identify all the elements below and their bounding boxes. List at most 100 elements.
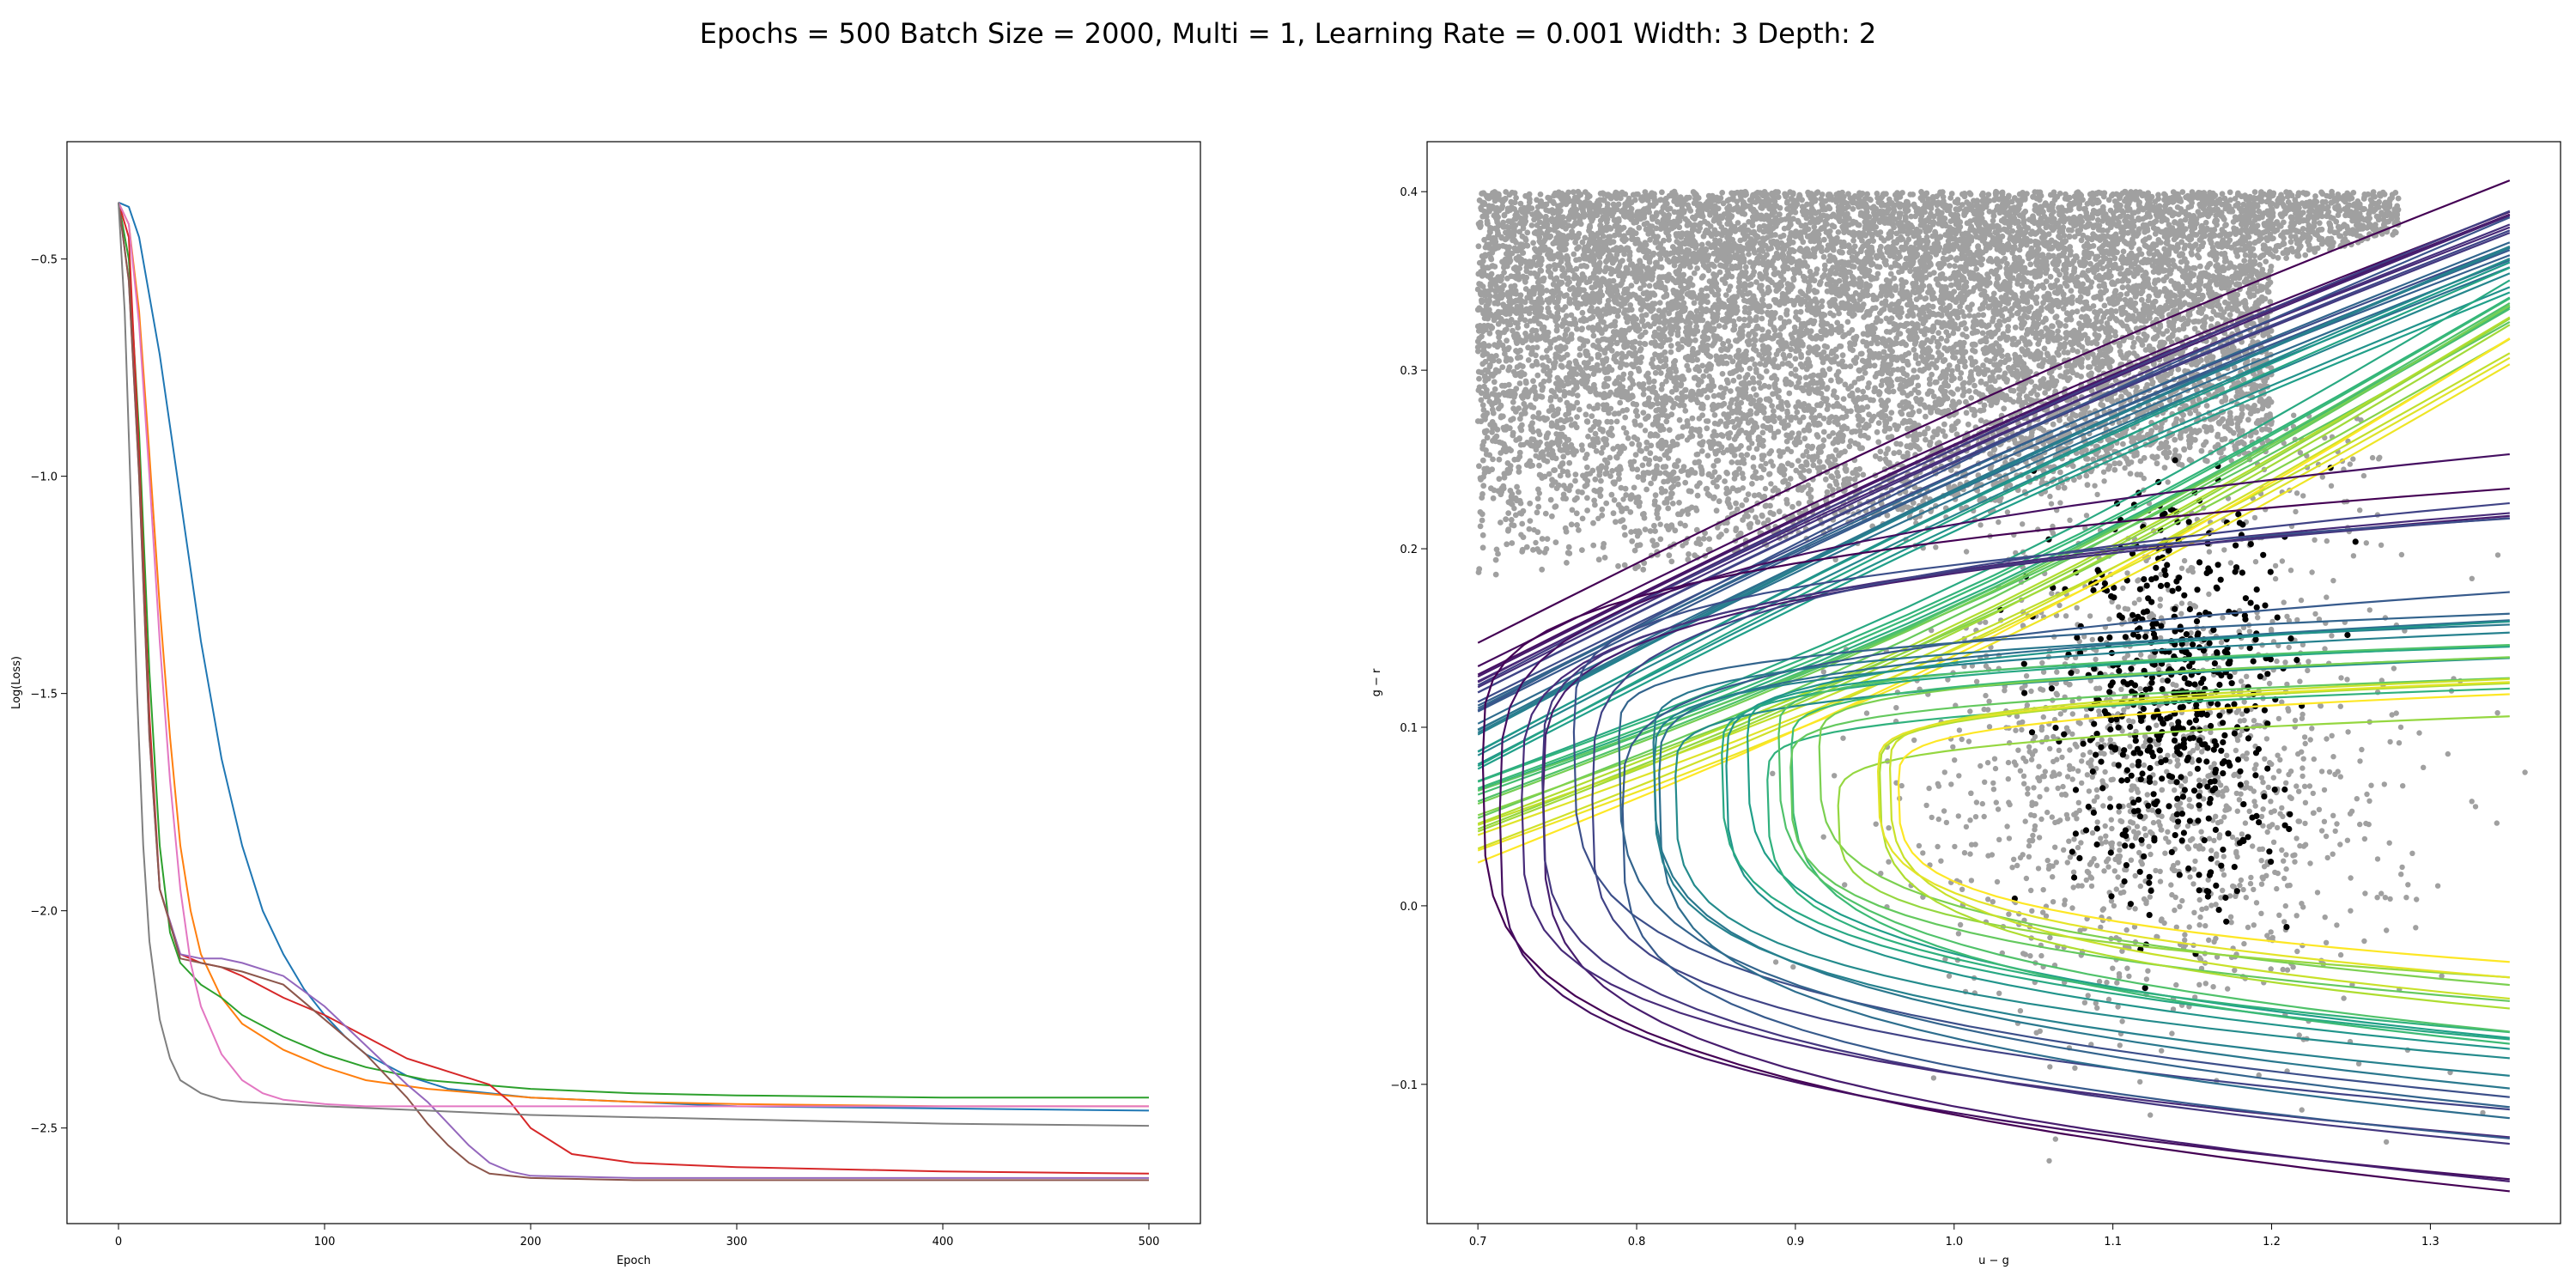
gray-point (1563, 313, 1570, 319)
gray-point (1522, 378, 1529, 385)
gray-point (1650, 378, 1657, 385)
gray-point (1579, 515, 1586, 522)
gray-point (1682, 479, 1689, 486)
gray-point (1751, 379, 1757, 386)
gray-point (1633, 408, 1639, 414)
gray-point (1765, 303, 1771, 310)
gray-point (2106, 463, 2113, 470)
gray-point (1661, 478, 1667, 485)
gray-point (1530, 240, 1536, 246)
gray-point (2042, 390, 2049, 396)
gray-point (1789, 503, 1795, 510)
gray-point (1557, 397, 1564, 403)
gray-point (1682, 408, 1689, 414)
gray-point (1990, 290, 1997, 297)
gray-point (2172, 447, 2178, 453)
gray-point (1535, 503, 1542, 510)
loss-curve-2 (118, 202, 1149, 1099)
gray-point (1730, 326, 1736, 333)
gray-point (1579, 309, 1586, 316)
gray-point (1649, 216, 1656, 222)
gray-point (2078, 237, 2085, 244)
gray-point (1479, 544, 1486, 551)
gray-point (1523, 544, 1530, 550)
gray-point (1955, 325, 1961, 332)
gray-point (1675, 458, 1681, 464)
gray-point (1704, 425, 1710, 432)
gray-point (1800, 453, 1807, 459)
gray-point (1790, 276, 1797, 283)
gray-point (1924, 425, 1931, 432)
gray-point (1877, 229, 1884, 235)
gray-point (1820, 274, 1826, 280)
gray-point (1676, 402, 1683, 409)
gray-point (1643, 445, 1649, 452)
gray-point (1565, 544, 1572, 550)
gray-point (2147, 213, 2154, 220)
gray-point (2219, 436, 2226, 443)
gray-point (1643, 486, 1649, 493)
gray-point (1545, 264, 1552, 270)
gray-point (1786, 390, 1793, 397)
gray-point (1704, 485, 1710, 492)
gray-point (1704, 293, 1710, 299)
gray-point (1679, 289, 1685, 295)
gray-point (1831, 223, 1838, 230)
x-axis-label: Epoch (617, 1255, 651, 1267)
gray-point (2096, 283, 2103, 289)
gray-point (1856, 422, 1862, 428)
chart-1: 0.7 0.8 0.9 1.0 1.1 1.2 1.3−0.10.00.10.20.30.4… (1370, 141, 2561, 1267)
gray-point (1846, 330, 1852, 337)
gray-point (1536, 462, 1542, 469)
gray-point (1868, 232, 1875, 238)
gray-point (1753, 347, 1759, 354)
gray-point (1646, 283, 1653, 289)
gray-point (1883, 328, 1890, 335)
gray-point (1769, 403, 1776, 409)
gray-point (2160, 276, 2167, 283)
gray-point (1504, 541, 1510, 548)
y-tick-label: −1.5 (30, 689, 58, 702)
gray-point (2068, 288, 2075, 294)
gray-point (2071, 234, 2078, 240)
gray-point (1832, 447, 1839, 453)
gray-point (1603, 465, 1609, 471)
gray-point (1935, 281, 1941, 288)
gray-points (1474, 188, 2528, 1164)
chart-0: 0 100 200 300 400 500−0.5−1.0−1.5−2.0−2.5Epoc… (10, 141, 1201, 1267)
gray-point (1623, 492, 1630, 498)
gray-point (1532, 388, 1538, 395)
y-tick-label: −2.5 (30, 1123, 58, 1136)
gray-point (1741, 316, 1747, 323)
gray-point (2063, 323, 2069, 329)
gray-point (1565, 410, 1572, 416)
gray-point (1493, 546, 1500, 553)
gray-point (2161, 465, 2168, 471)
gray-point (1539, 355, 1546, 361)
gray-point (1801, 435, 1808, 442)
gray-point (1736, 316, 1742, 322)
gray-point (1548, 404, 1555, 410)
gray-point (1842, 363, 1849, 370)
gray-point (1805, 288, 1812, 295)
gray-point (1981, 402, 1988, 409)
gray-point (1706, 536, 1712, 542)
gray-point (1632, 452, 1639, 458)
gray-point (1479, 457, 1486, 464)
gray-point (1929, 371, 1935, 378)
gray-point (1830, 211, 1837, 218)
gray-point (1668, 558, 1675, 565)
gray-point (1947, 263, 1953, 269)
gray-point (1531, 384, 1538, 391)
gray-point (1652, 492, 1659, 499)
gray-point (1622, 532, 1628, 538)
gray-point (1794, 409, 1801, 416)
gray-point (2084, 482, 2091, 489)
gray-point (2120, 248, 2127, 255)
gray-point (2010, 398, 2017, 405)
gray-point (1569, 507, 1576, 513)
gray-point (2176, 326, 2183, 333)
gray-point (1566, 459, 1573, 466)
gray-point (1928, 262, 1934, 268)
gray-point (1716, 498, 1722, 505)
